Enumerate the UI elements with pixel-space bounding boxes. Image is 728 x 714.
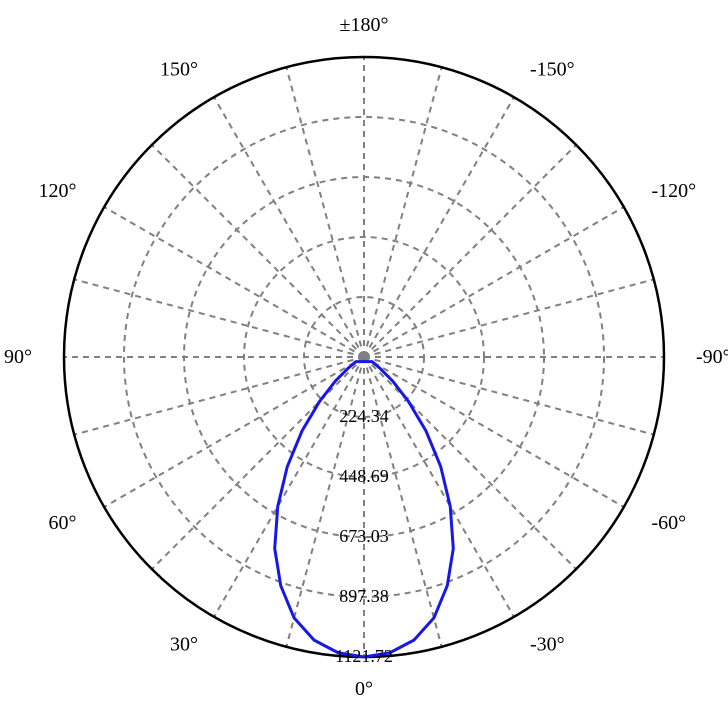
grid-spoke <box>74 279 364 357</box>
grid-spoke <box>214 97 364 357</box>
grid-spoke <box>364 145 576 357</box>
ring-label: 224.34 <box>339 406 389 426</box>
angle-label: 90° <box>4 346 32 368</box>
grid-spoke <box>364 357 514 617</box>
ring-label: 448.69 <box>339 466 389 486</box>
grid-spoke <box>364 67 442 357</box>
grid-spoke <box>104 207 364 357</box>
grid-spoke <box>364 357 576 569</box>
angle-label: 30° <box>170 634 198 656</box>
ring-label: 897.38 <box>339 586 389 606</box>
grid-spoke <box>286 67 364 357</box>
ring-label: 673.03 <box>339 526 389 546</box>
angle-label: -120° <box>652 180 697 202</box>
grid-spoke <box>152 357 364 569</box>
polar-chart: 224.34 448.69 673.03 897.38 1121.72 0° 30° 60° 9… <box>0 0 728 714</box>
angle-label: -90° <box>696 346 728 368</box>
grid-spoke <box>364 279 654 357</box>
ring-label: 1121.72 <box>335 646 393 666</box>
angle-label: 0° <box>355 678 373 700</box>
angle-label: 150° <box>160 58 198 80</box>
grid-spoke <box>74 357 364 435</box>
grid-spoke <box>104 357 364 507</box>
angle-label: -60° <box>652 512 687 534</box>
grid-spoke <box>364 357 624 507</box>
grid-spoke <box>152 145 364 357</box>
angle-label: 60° <box>48 512 76 534</box>
angle-label: -30° <box>530 634 565 656</box>
grid-spoke <box>364 207 624 357</box>
grid-spoke <box>214 357 364 617</box>
angle-label: ±180° <box>340 14 389 36</box>
angle-label: -150° <box>530 58 575 80</box>
grid-spoke <box>364 357 654 435</box>
angle-label: 120° <box>38 180 76 202</box>
grid-spoke <box>364 97 514 357</box>
